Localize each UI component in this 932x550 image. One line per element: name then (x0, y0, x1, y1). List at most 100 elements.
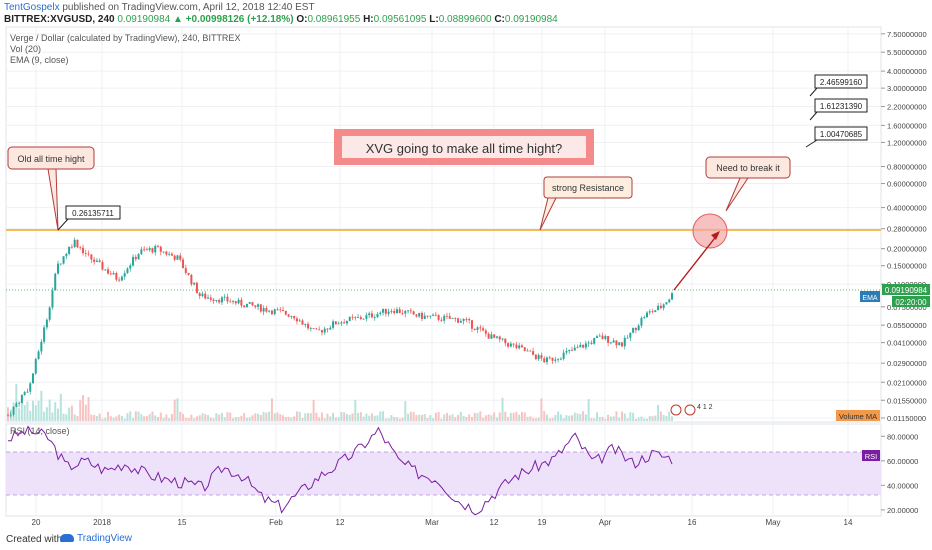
volume-bar (340, 412, 343, 421)
candle-body (304, 323, 307, 325)
price-tick-label: 0.40000000 (887, 204, 927, 213)
volume-bar (598, 416, 601, 421)
volume-bar (459, 411, 462, 421)
volume-bar (29, 410, 32, 421)
volume-bar (215, 413, 218, 421)
candle-body (626, 337, 629, 339)
volume-bar (384, 418, 387, 421)
price-tick-label: 0.01150000 (887, 414, 926, 423)
volume-bar (195, 416, 198, 421)
candle-body (451, 317, 454, 319)
candle-body (476, 327, 479, 330)
time-axis[interactable]: 20 2018 15 Feb 12 Mar 12 19 Apr 16 May 14 (32, 518, 853, 527)
volume-bar (282, 415, 285, 421)
candle-body (351, 316, 354, 318)
volume-bar (604, 418, 607, 421)
candle-body (448, 316, 451, 319)
event-flag-icon[interactable] (684, 404, 696, 416)
candle-body (187, 272, 190, 275)
candle-body (48, 307, 51, 320)
candle-body (165, 251, 168, 255)
target3-box[interactable] (814, 126, 868, 141)
candle-body (482, 328, 485, 331)
volume-bar (204, 414, 207, 421)
old-high-callout-pointer (47, 168, 59, 231)
volume-bar (101, 418, 104, 421)
volume-bar (318, 417, 321, 421)
volume-bar (587, 399, 590, 421)
candle-body (79, 247, 82, 249)
candle-body (140, 249, 143, 255)
candle-body (370, 313, 373, 318)
volume-bar (557, 411, 560, 421)
candle-body (315, 328, 318, 330)
volume-bar (320, 412, 323, 421)
candle-body (643, 317, 646, 318)
candle-body (309, 328, 312, 329)
volume-bar (284, 416, 287, 421)
candle-body (326, 328, 329, 330)
volume-bar (554, 415, 557, 421)
volume-bar (376, 415, 379, 421)
candle-body (598, 335, 601, 337)
resistance-text: strong Resistance (552, 183, 624, 193)
candle-body (379, 312, 382, 315)
volume-bar (145, 415, 148, 421)
time-tick-label: May (765, 518, 780, 527)
volume-bar (415, 414, 418, 421)
volume-bar (32, 400, 35, 421)
main-title-text: XVG going to make all time hight? (366, 141, 563, 156)
volume-bar (451, 414, 454, 421)
candle-body (640, 317, 643, 326)
candle-body (457, 318, 460, 323)
candle-body (93, 259, 96, 262)
candle-body (662, 304, 665, 309)
target-circle (692, 213, 728, 249)
candle-body (218, 300, 221, 303)
price-tick-label: 0.15000000 (887, 262, 927, 271)
candle-body (279, 309, 282, 311)
volume-bar (118, 414, 121, 421)
volume-bar (332, 412, 335, 421)
volume-bar (123, 418, 126, 421)
candle-body (251, 302, 254, 306)
candle-body (337, 323, 340, 325)
volume-bar (393, 417, 396, 421)
volume-bar (290, 417, 293, 421)
volume-bar (512, 412, 515, 421)
event-flag-icon[interactable] (670, 404, 682, 416)
candle-body (623, 337, 626, 347)
volume-bar (151, 411, 154, 421)
volume-bar (498, 412, 501, 421)
volume-ma-badge-text: Volume MA (839, 412, 877, 421)
old-high-price-box[interactable] (65, 205, 121, 220)
price-chart[interactable]: XVG going to make all time hight? Old al… (0, 0, 932, 530)
candle-body (204, 293, 207, 299)
volume-bar (398, 418, 401, 421)
volume-bar (190, 414, 193, 421)
candle-body (159, 246, 162, 252)
candle-body (495, 336, 498, 338)
target2-box[interactable] (814, 98, 868, 113)
volume-bars (7, 383, 673, 421)
volume-bar (518, 414, 521, 421)
author-link[interactable]: TentGospelx (4, 2, 60, 13)
price-axis[interactable]: 7.50000000 5.50000000 4.00000000 3.00000000… (881, 30, 927, 423)
open-value: 0.08961955 (307, 14, 361, 25)
target1-box[interactable] (814, 74, 868, 89)
candle-body (609, 342, 612, 344)
high-value: 0.09561095 (373, 14, 427, 25)
tradingview-brand[interactable]: TradingView (60, 533, 132, 544)
low-label: L: (429, 14, 439, 25)
rsi-axis[interactable]: 80.00000 60.00000 40.00000 20.00000 (881, 432, 918, 515)
volume-bar (159, 412, 162, 421)
volume-bar (207, 415, 210, 421)
candle-body (454, 317, 457, 319)
candle-body (501, 338, 504, 340)
candle-body (368, 313, 371, 316)
volume-bar (168, 418, 171, 421)
resistance-callout[interactable] (543, 176, 633, 199)
candle-body (70, 246, 73, 248)
candle-body (123, 273, 126, 277)
price-tick-label: 2.20000000 (887, 103, 927, 112)
